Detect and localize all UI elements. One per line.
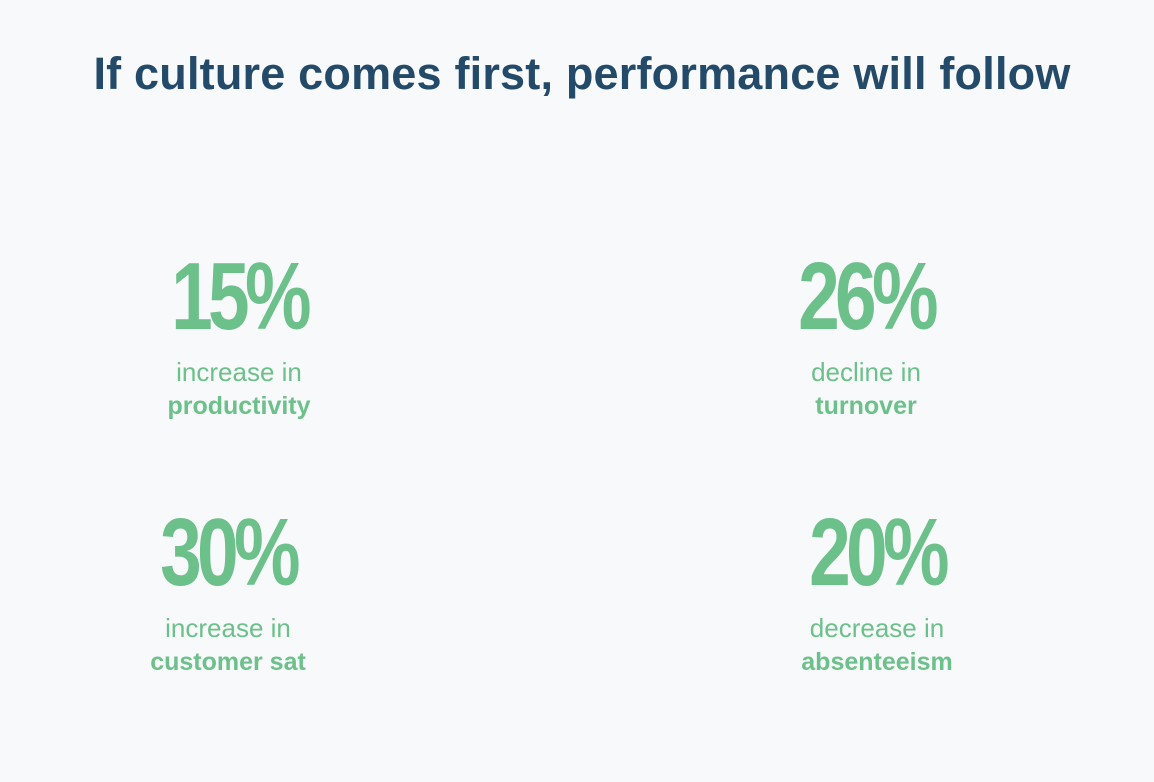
- stat-productivity: 15% increase in productivity: [79, 247, 399, 423]
- stat-metric-label: customer sat: [150, 648, 306, 676]
- stat-metric-label: turnover: [815, 392, 917, 420]
- stat-change-label: decrease in: [809, 613, 945, 643]
- stat-value: 30%: [160, 499, 301, 606]
- stat-metric-label: absenteeism: [801, 648, 953, 676]
- stat-value: 15%: [171, 243, 312, 350]
- stat-change-label: increase in: [176, 357, 302, 387]
- page-title: If culture comes first, performance will…: [93, 48, 1071, 99]
- stat-change-label: decline in: [811, 357, 921, 387]
- stat-turnover: 26% decline in turnover: [706, 247, 1026, 423]
- stat-customer-sat: 30% increase in customer sat: [68, 503, 388, 679]
- stat-absenteeism: 20% decrease in absenteeism: [717, 503, 1037, 679]
- stat-metric-label: productivity: [167, 392, 311, 420]
- stat-value: 26%: [798, 243, 939, 350]
- stat-value: 20%: [809, 499, 950, 606]
- stat-change-label: increase in: [165, 613, 291, 643]
